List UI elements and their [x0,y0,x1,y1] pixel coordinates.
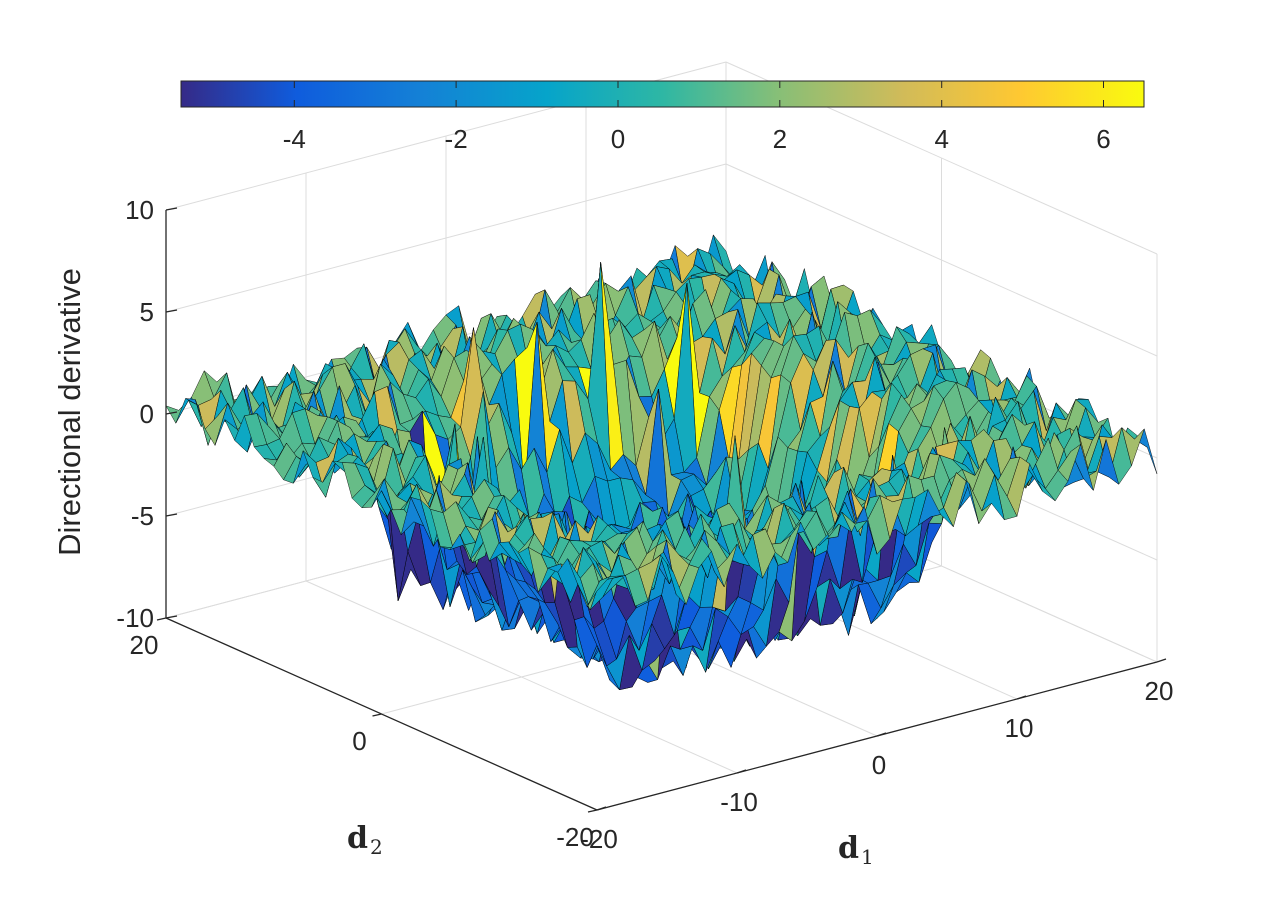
y-tick-mark [156,617,167,621]
z-tick-label: 10 [125,195,154,225]
x-axis-label-main: d [838,831,859,866]
y-axis-label: d 2 [347,821,383,859]
z-tick-label: -10 [116,603,154,633]
x-tick-label: 10 [1005,713,1034,743]
colorbar-tick-label: 6 [1096,124,1110,154]
x-axis-ticks: -20 -10 0 10 20 [580,676,1173,854]
z-tick-mark [165,411,178,415]
x-tick-label: -10 [720,787,758,817]
x-tick-label: 0 [872,750,886,780]
colorbar-tick-label: -4 [283,124,306,154]
z-tick-mark [165,513,178,517]
x-tick-mark [876,732,887,737]
x-tick-mark [1016,695,1027,700]
x-tick-label: 20 [1145,676,1174,706]
y-tick-label: -20 [556,822,594,852]
colorbar-tick-label: 0 [611,124,625,154]
z-tick-mark [165,309,178,313]
z-tick-label: 0 [140,399,154,429]
z-tick-label: 5 [140,297,154,327]
wall2-grid-z [725,163,1158,357]
z-tick-mark [165,615,178,619]
z-tick-mark [165,207,178,211]
surface-face [586,576,610,607]
y-tick-mark [372,713,382,717]
x-tick-mark [736,769,747,774]
x-tick-label: -20 [580,824,618,854]
z-axis-label: Directional derivative [52,268,87,556]
y-axis-label-main: d [347,821,368,856]
y-axis-ticks: 20 0 -20 [130,630,594,852]
x-axis-label-sub: 1 [861,845,874,869]
surface-mesh [165,234,1158,691]
colorbar-gradient [180,80,1145,108]
z-tick-label: -5 [131,501,154,531]
y-tick-label: 20 [130,630,159,660]
colorbar-tick-label: 4 [934,124,948,154]
z-axis-ticks: 10 5 0 -5 -10 [116,195,154,633]
x-tick-mark [1156,658,1167,663]
y-axis-label-sub: 2 [370,835,383,859]
y-tick-mark [587,809,598,813]
x-tick-mark [596,806,607,811]
colorbar-tick-label: 2 [773,124,787,154]
axes [156,207,1167,813]
y-tick-label: 0 [352,726,366,756]
colorbar-tick-label: -2 [445,124,468,154]
wall-grid-z [165,163,727,313]
colorbar: -4 -2 0 2 4 6 [180,80,1145,154]
x-axis-label: d 1 [838,831,874,869]
